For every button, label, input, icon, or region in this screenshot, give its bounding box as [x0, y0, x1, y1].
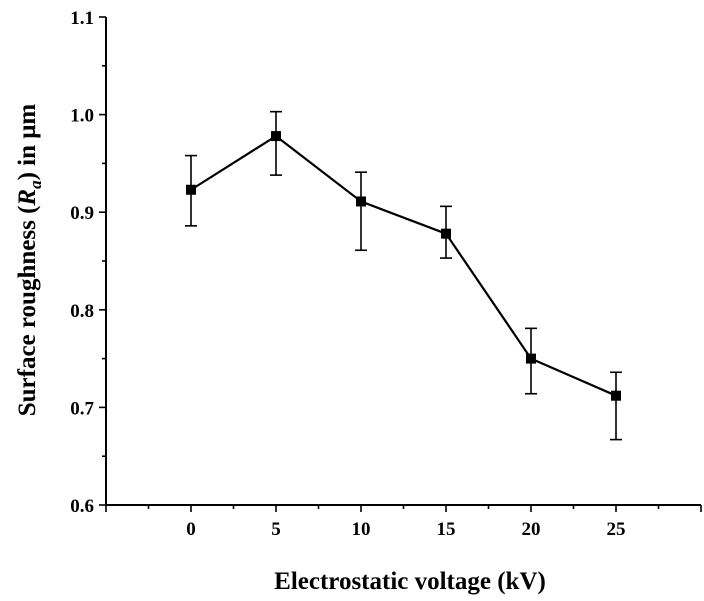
x-tick-label: 20: [522, 519, 541, 540]
y-axis-title-var: R: [14, 189, 41, 207]
data-point: [526, 353, 536, 364]
x-tick-label: 0: [186, 519, 196, 540]
y-tick-label: 1.0: [70, 106, 94, 127]
y-axis-title-suffix: ) in μm: [14, 104, 41, 181]
data-point: [611, 390, 621, 401]
data-point: [441, 228, 451, 239]
x-tick-label: 5: [271, 519, 281, 540]
ticks: 0 5 10 15 20 25 0.6 0.7 0.8 0.9 1.0 1.1: [70, 8, 702, 540]
y-axis-title-sub: a: [26, 180, 45, 189]
axes: [105, 17, 701, 506]
data-point: [356, 196, 366, 207]
y-tick-label: 0.9: [70, 203, 94, 224]
y-axis-title: Surface roughness (Ra) in μm: [14, 104, 45, 417]
error-bars: [185, 110, 622, 441]
y-tick-label: 1.1: [70, 8, 94, 29]
x-axis-title: Electrostatic voltage (kV): [274, 568, 546, 595]
y-tick-label: 0.8: [70, 301, 94, 322]
x-tick-label: 10: [352, 519, 371, 540]
y-tick-label: 0.7: [70, 398, 94, 419]
y-tick-label: 0.6: [70, 496, 94, 517]
data-point: [271, 131, 281, 142]
data-point: [186, 184, 196, 195]
y-axis-title-prefix: Surface roughness (: [14, 206, 41, 417]
x-tick-label: 15: [437, 519, 456, 540]
markers: [186, 131, 621, 401]
series-line: [190, 134, 617, 397]
x-tick-label: 25: [607, 519, 626, 540]
